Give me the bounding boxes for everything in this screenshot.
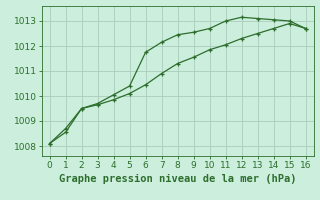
X-axis label: Graphe pression niveau de la mer (hPa): Graphe pression niveau de la mer (hPa) [59,174,296,184]
